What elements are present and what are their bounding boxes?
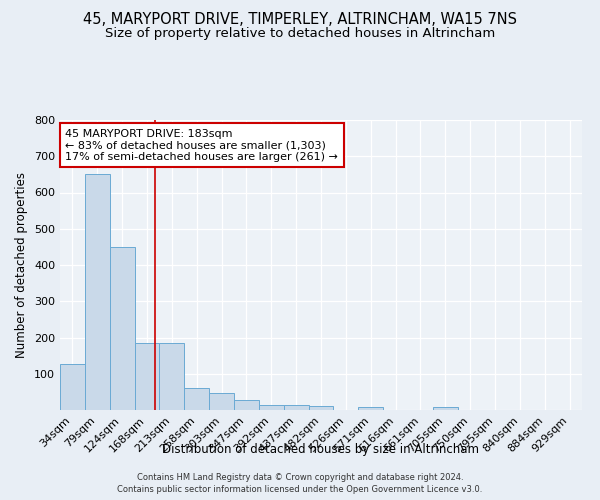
- Text: Contains public sector information licensed under the Open Government Licence v3: Contains public sector information licen…: [118, 485, 482, 494]
- Bar: [308, 406, 334, 410]
- Bar: [259, 406, 284, 410]
- Text: Contains HM Land Registry data © Crown copyright and database right 2024.: Contains HM Land Registry data © Crown c…: [137, 472, 463, 482]
- Bar: [184, 388, 209, 410]
- Bar: [358, 406, 383, 410]
- Text: 45 MARYPORT DRIVE: 183sqm
← 83% of detached houses are smaller (1,303)
17% of se: 45 MARYPORT DRIVE: 183sqm ← 83% of detac…: [65, 128, 338, 162]
- Bar: [160, 343, 184, 410]
- Bar: [134, 343, 160, 410]
- Bar: [234, 400, 259, 410]
- Y-axis label: Number of detached properties: Number of detached properties: [16, 172, 28, 358]
- Bar: [85, 174, 110, 410]
- Bar: [60, 364, 85, 410]
- Bar: [284, 406, 308, 410]
- Bar: [209, 393, 234, 410]
- Text: Distribution of detached houses by size in Altrincham: Distribution of detached houses by size …: [163, 442, 479, 456]
- Text: Size of property relative to detached houses in Altrincham: Size of property relative to detached ho…: [105, 28, 495, 40]
- Bar: [110, 247, 134, 410]
- Text: 45, MARYPORT DRIVE, TIMPERLEY, ALTRINCHAM, WA15 7NS: 45, MARYPORT DRIVE, TIMPERLEY, ALTRINCHA…: [83, 12, 517, 28]
- Bar: [433, 406, 458, 410]
